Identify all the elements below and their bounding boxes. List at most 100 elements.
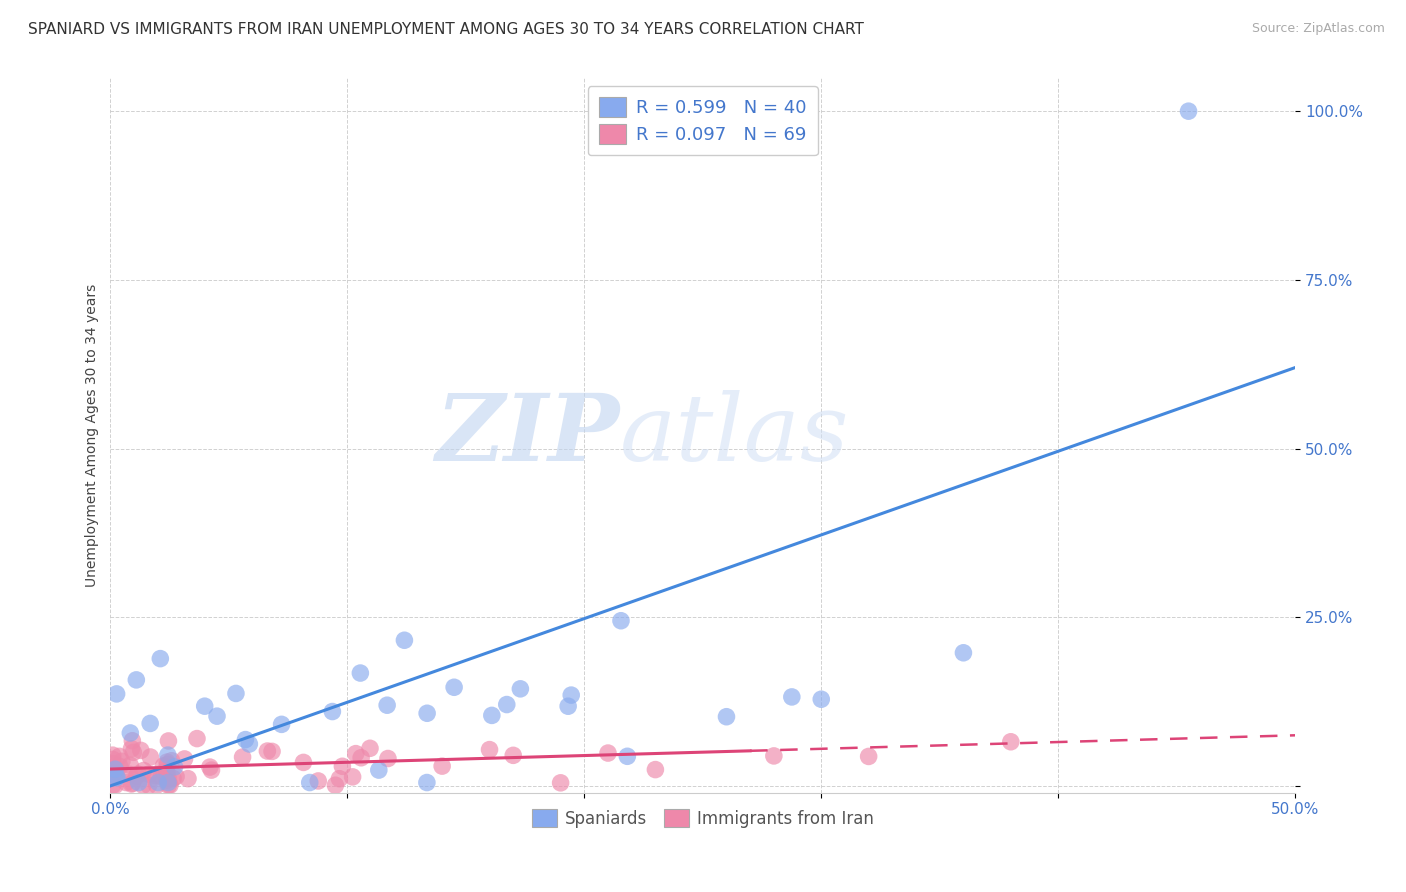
Point [105, 765, 128, 780]
Point [165, 770, 187, 784]
Point [610, 614, 633, 628]
Point [644, 763, 666, 777]
Point [149, 651, 172, 665]
Point [139, 716, 162, 731]
Point [1000, 735, 1022, 749]
Point [198, 760, 221, 774]
Point [367, 763, 389, 777]
Point [156, 773, 179, 788]
Point [307, 774, 329, 789]
Point [132, 764, 155, 778]
Point [616, 749, 638, 764]
Legend: Spaniards, Immigrants from Iran: Spaniards, Immigrants from Iran [524, 803, 880, 834]
Point [270, 717, 292, 731]
Point [121, 777, 143, 791]
Point [377, 751, 399, 765]
Point [145, 778, 167, 792]
Point [139, 750, 162, 764]
Point [952, 646, 974, 660]
Point [143, 768, 166, 782]
Point [177, 772, 200, 786]
Point [478, 742, 501, 756]
Point [101, 778, 124, 792]
Point [762, 748, 785, 763]
Point [205, 709, 228, 723]
Point [156, 765, 179, 780]
Point [394, 633, 416, 648]
Point [127, 767, 149, 781]
Point [232, 750, 254, 764]
Point [159, 778, 181, 792]
Point [298, 775, 321, 789]
Point [120, 741, 142, 756]
Point [150, 770, 173, 784]
Point [163, 760, 186, 774]
Point [238, 737, 260, 751]
Point [120, 758, 142, 772]
Point [152, 759, 174, 773]
Text: atlas: atlas [620, 390, 849, 480]
Point [104, 762, 127, 776]
Point [157, 775, 180, 789]
Point [716, 710, 738, 724]
Point [162, 772, 184, 786]
Point [122, 745, 145, 759]
Point [550, 776, 572, 790]
Point [256, 744, 278, 758]
Point [495, 698, 517, 712]
Point [350, 751, 373, 765]
Point [115, 775, 138, 789]
Point [349, 666, 371, 681]
Point [344, 747, 367, 761]
Point [111, 754, 134, 768]
Point [153, 765, 176, 780]
Point [108, 749, 131, 764]
Point [321, 705, 343, 719]
Point [342, 770, 364, 784]
Point [596, 746, 619, 760]
Point [481, 708, 503, 723]
Point [557, 699, 579, 714]
Point [560, 688, 582, 702]
Point [105, 687, 128, 701]
Point [101, 756, 124, 771]
Point [138, 778, 160, 792]
Point [359, 741, 381, 756]
Point [509, 681, 531, 696]
Point [502, 748, 524, 763]
Point [260, 744, 283, 758]
Point [101, 748, 124, 763]
Point [138, 767, 160, 781]
Point [173, 752, 195, 766]
Point [129, 743, 152, 757]
Point [200, 763, 222, 777]
Point [443, 680, 465, 694]
Point [325, 778, 347, 792]
Point [148, 775, 170, 789]
Point [104, 763, 127, 777]
Point [780, 690, 803, 704]
Point [235, 732, 257, 747]
Point [858, 749, 880, 764]
Point [157, 778, 180, 792]
Point [160, 754, 183, 768]
Point [332, 759, 354, 773]
Point [104, 778, 127, 792]
Point [157, 734, 180, 748]
Point [120, 726, 142, 740]
Point [125, 673, 148, 687]
Point [292, 756, 315, 770]
Point [108, 759, 131, 773]
Point [328, 772, 350, 786]
Point [156, 755, 179, 769]
Point [186, 731, 208, 746]
Point [121, 733, 143, 747]
Point [118, 767, 141, 781]
Point [156, 757, 179, 772]
Point [375, 698, 398, 713]
Point [416, 775, 439, 789]
Point [125, 769, 148, 783]
Y-axis label: Unemployment Among Ages 30 to 34 years: Unemployment Among Ages 30 to 34 years [86, 284, 100, 587]
Point [101, 752, 124, 766]
Text: SPANIARD VS IMMIGRANTS FROM IRAN UNEMPLOYMENT AMONG AGES 30 TO 34 YEARS CORRELAT: SPANIARD VS IMMIGRANTS FROM IRAN UNEMPLO… [28, 22, 865, 37]
